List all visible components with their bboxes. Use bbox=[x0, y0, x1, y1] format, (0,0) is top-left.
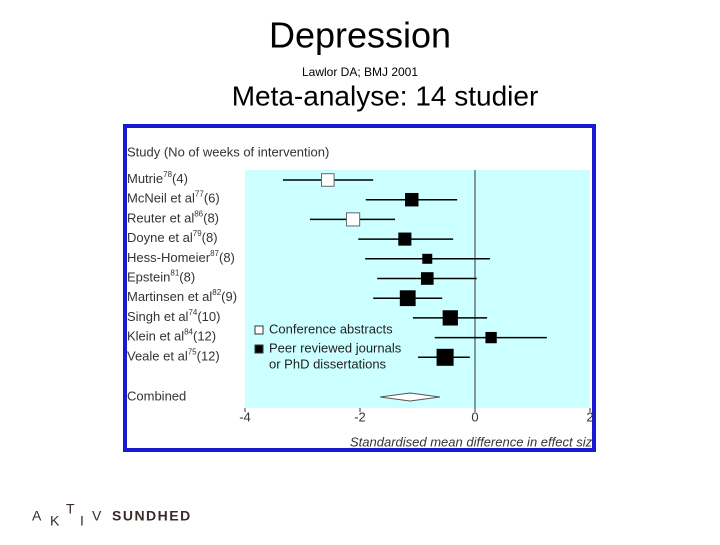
study-weeks: (12) bbox=[197, 349, 220, 364]
legend-label: or PhD dissertations bbox=[269, 356, 387, 371]
study-name: Hess-Homeier bbox=[127, 250, 211, 265]
legend-swatch bbox=[254, 344, 264, 354]
study-name: Reuter et al bbox=[127, 211, 194, 226]
study-label: Doyne et al79(8) bbox=[127, 229, 218, 245]
study-weeks: (12) bbox=[193, 329, 216, 344]
combined-label: Combined bbox=[127, 388, 186, 403]
study-ref: 81 bbox=[170, 269, 179, 278]
point-marker bbox=[442, 310, 458, 326]
study-weeks: (8) bbox=[219, 250, 235, 265]
study-name: Singh et al bbox=[127, 309, 189, 324]
x-tick-label: 2 bbox=[586, 409, 593, 424]
study-name: Klein et al bbox=[127, 329, 184, 344]
study-label: Hess-Homeier87(8) bbox=[127, 249, 235, 265]
legend-swatch bbox=[254, 325, 264, 335]
study-weeks: (8) bbox=[202, 231, 218, 246]
study-weeks: (8) bbox=[179, 270, 195, 285]
x-tick-label: -2 bbox=[354, 409, 366, 424]
slide-title: Depression bbox=[269, 15, 451, 56]
study-weeks: (9) bbox=[221, 290, 237, 305]
study-ref: 79 bbox=[193, 229, 202, 238]
logo-letter: K bbox=[50, 513, 60, 529]
logo-letter: I bbox=[80, 513, 84, 529]
point-marker bbox=[422, 253, 433, 264]
study-weeks: (10) bbox=[197, 309, 220, 324]
figure-frame bbox=[123, 124, 596, 452]
legend-label: Peer reviewed journals bbox=[269, 340, 402, 355]
point-marker bbox=[321, 173, 335, 187]
x-axis-label: Standardised mean difference in effect s… bbox=[350, 434, 599, 449]
logo-letter: A bbox=[32, 508, 42, 524]
study-label: Veale et al75(12) bbox=[127, 347, 220, 363]
study-weeks: (4) bbox=[172, 171, 188, 186]
point-marker bbox=[405, 192, 419, 207]
plot-background bbox=[245, 170, 590, 408]
citation: Lawlor DA; BMJ 2001 bbox=[302, 65, 418, 79]
point-marker bbox=[436, 348, 454, 366]
study-name: Veale et al bbox=[127, 349, 188, 364]
study-label: Singh et al74(10) bbox=[127, 308, 220, 324]
study-label: Martinsen et al82(9) bbox=[127, 288, 237, 304]
point-marker bbox=[398, 232, 412, 246]
study-ref: 87 bbox=[210, 249, 219, 258]
study-ref: 74 bbox=[188, 308, 197, 317]
legend-label: Conference abstracts bbox=[269, 321, 393, 336]
point-marker bbox=[420, 272, 434, 285]
study-ref: 86 bbox=[194, 210, 203, 219]
study-label: McNeil et al77(6) bbox=[127, 190, 220, 206]
slide-subtitle: Meta-analyse: 14 studier bbox=[232, 80, 539, 111]
study-name: McNeil et al bbox=[127, 191, 195, 206]
study-name: Mutrie bbox=[127, 171, 163, 186]
study-name: Martinsen et al bbox=[127, 290, 212, 305]
study-name: Epstein bbox=[127, 270, 170, 285]
study-ref: 75 bbox=[188, 347, 197, 356]
logo-letter: V bbox=[92, 508, 102, 524]
point-marker bbox=[399, 290, 416, 307]
study-weeks: (6) bbox=[204, 191, 220, 206]
logo-word: SUNDHED bbox=[112, 508, 192, 524]
logo-letter: T bbox=[66, 501, 75, 517]
x-tick-label: 0 bbox=[471, 409, 478, 424]
study-ref: 84 bbox=[184, 328, 193, 337]
study-label: Klein et al84(12) bbox=[127, 328, 216, 344]
study-label: Epstein81(8) bbox=[127, 269, 195, 285]
point-marker bbox=[485, 331, 497, 344]
study-label: Reuter et al86(8) bbox=[127, 210, 219, 226]
study-ref: 82 bbox=[212, 288, 221, 297]
study-name: Doyne et al bbox=[127, 231, 193, 246]
combined-diamond bbox=[380, 392, 440, 402]
point-marker bbox=[346, 212, 361, 227]
x-tick-label: -4 bbox=[239, 409, 251, 424]
column-header: Study (No of weeks of intervention) bbox=[127, 144, 329, 159]
study-weeks: (8) bbox=[203, 211, 219, 226]
study-ref: 78 bbox=[163, 170, 172, 179]
study-ref: 77 bbox=[195, 190, 204, 199]
study-label: Mutrie78(4) bbox=[127, 170, 188, 186]
